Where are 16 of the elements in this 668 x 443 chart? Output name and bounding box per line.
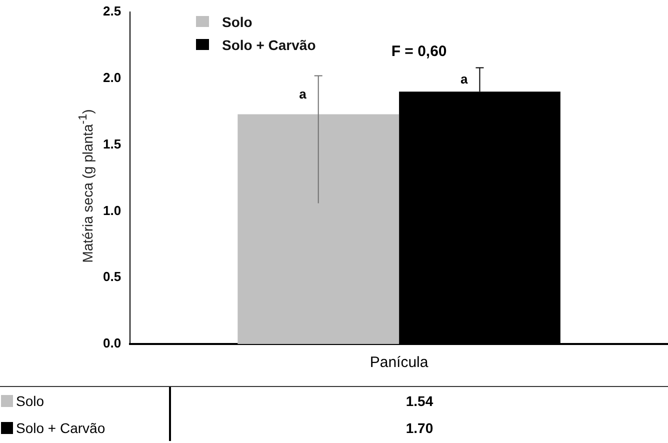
x-tick-label: Panícula: [370, 354, 429, 372]
y-tick-label: 2.5: [102, 4, 122, 19]
y-tick-label: 2.0: [102, 70, 122, 85]
legend-label: Solo + Carvão: [221, 36, 316, 54]
y-tick-label: 0.5: [102, 269, 122, 284]
y-tick-label: 1.5: [102, 136, 122, 152]
y-tick-label: 1.0: [102, 202, 122, 218]
legend-label: Solo: [221, 12, 254, 32]
text: 1.54: [404, 392, 434, 408]
text: 1.70: [404, 420, 434, 436]
text: Solo: [16, 392, 44, 408]
y-tick-label: 0.0: [102, 336, 122, 351]
annotation: a: [460, 72, 468, 87]
annotation: F = 0,60: [391, 43, 447, 60]
annotation: a: [299, 86, 308, 102]
text: Solo + Carvão: [16, 420, 106, 436]
